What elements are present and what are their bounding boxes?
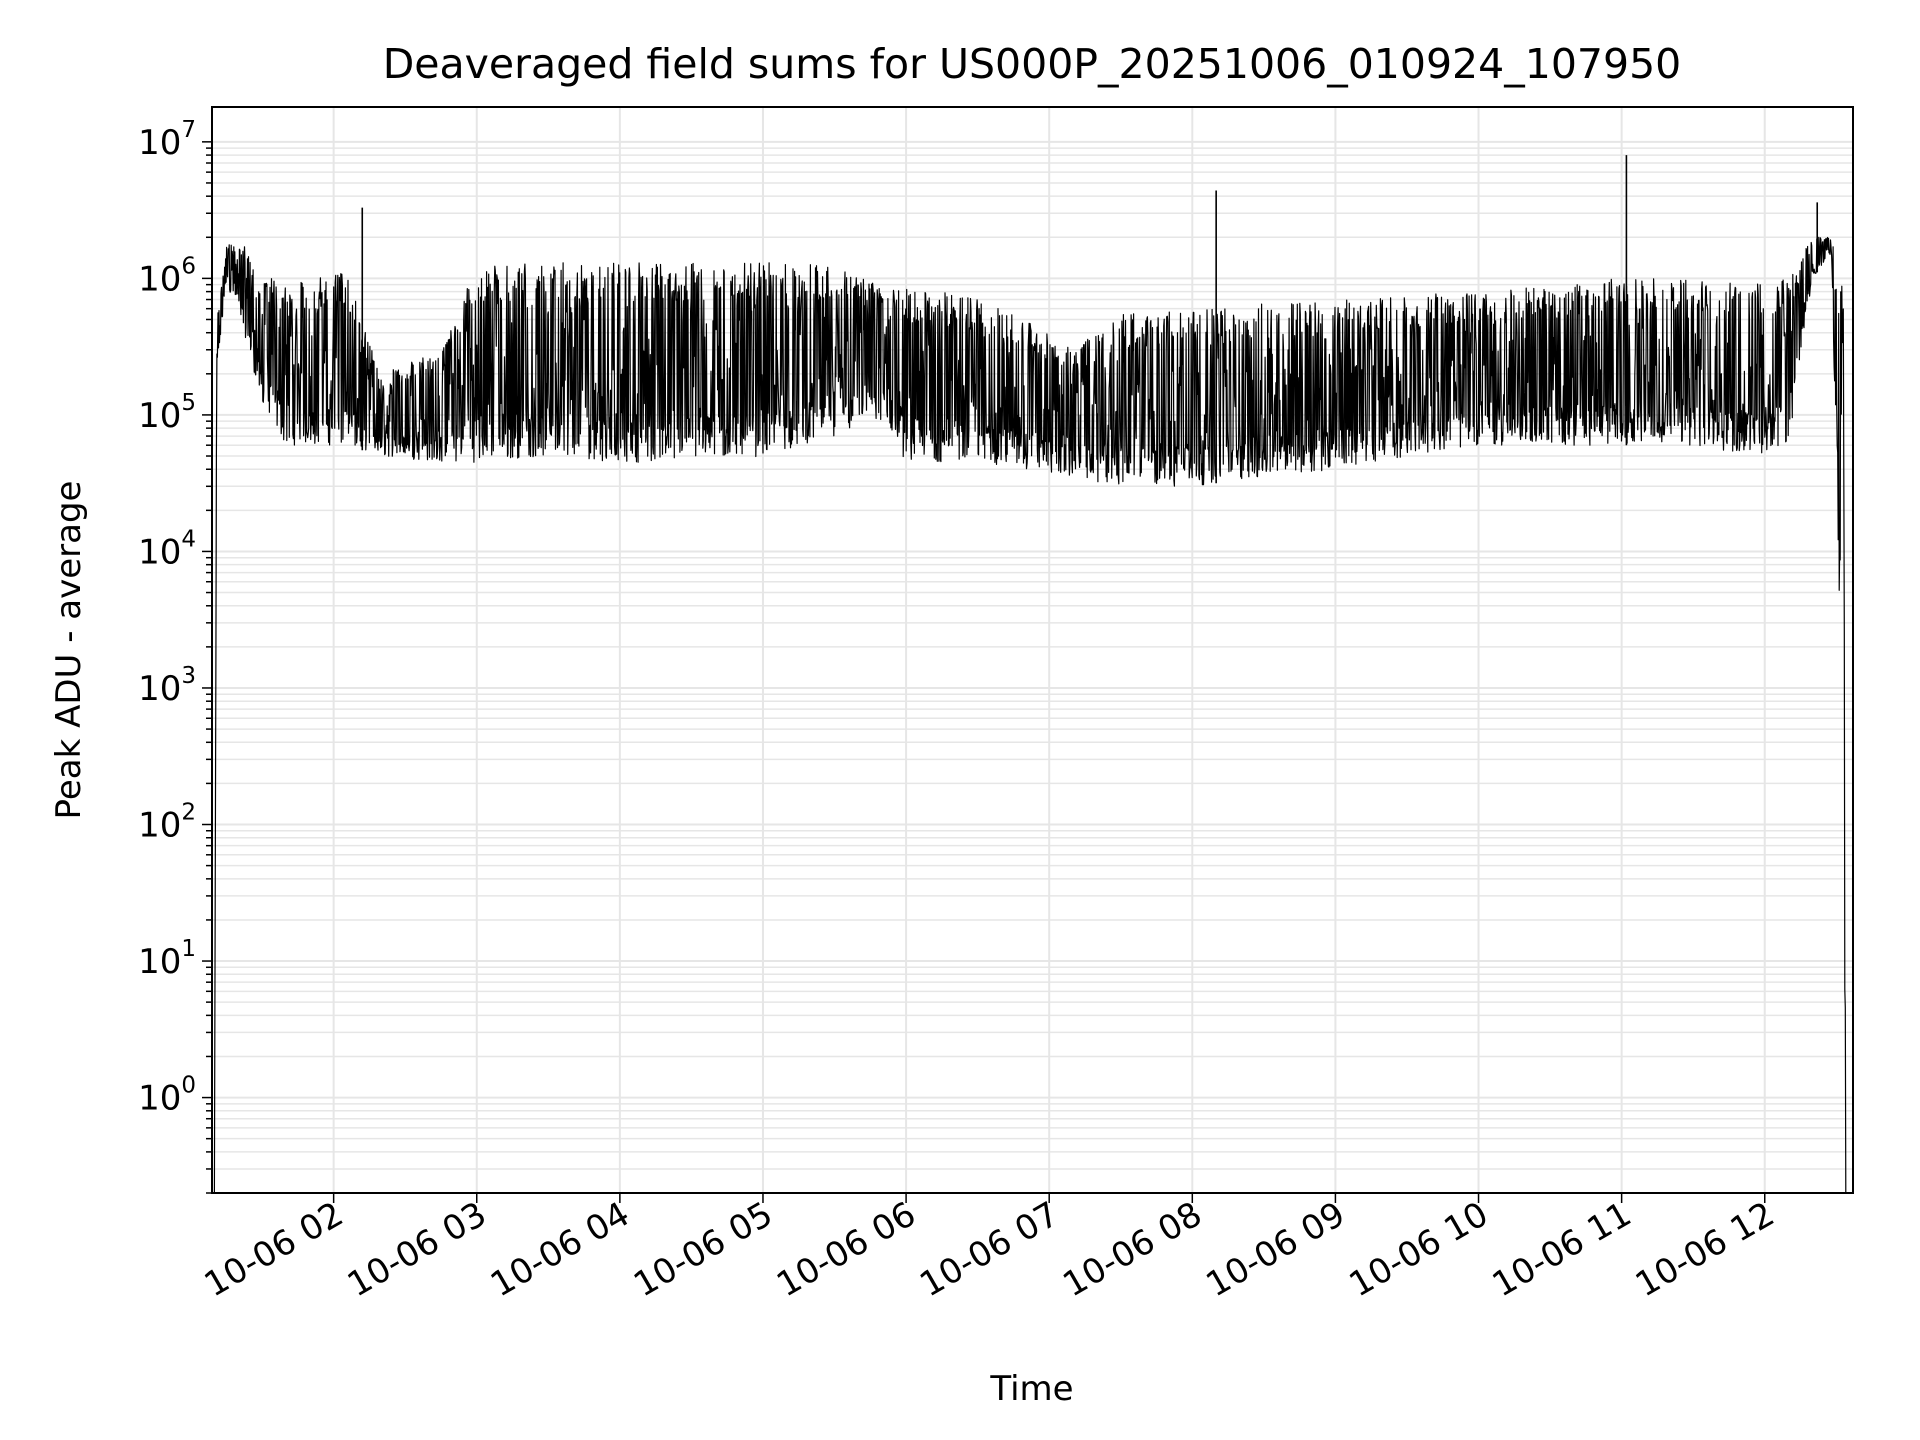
series-group	[213, 155, 1847, 1194]
y-axis-label: Peak ADU - average	[49, 481, 89, 820]
y-tick-label: 103	[138, 663, 196, 709]
y-tick-label: 100	[138, 1073, 196, 1119]
plot-frame	[211, 106, 1854, 1194]
y-tick-label: 106	[138, 253, 196, 299]
y-tick-label: 105	[138, 390, 196, 436]
y-tick-label: 107	[138, 117, 196, 163]
y-tick-label: 102	[138, 800, 196, 846]
series-line	[213, 236, 1847, 1194]
y-tick-label: 101	[138, 936, 196, 982]
y-axis: 100 101 102 103 104 105 106 107	[138, 117, 212, 1194]
y-tick-label: 104	[138, 526, 196, 572]
x-axis-label: Time	[989, 1369, 1073, 1409]
chart-title: Deaveraged field sums for US000P_2025100…	[383, 40, 1682, 88]
